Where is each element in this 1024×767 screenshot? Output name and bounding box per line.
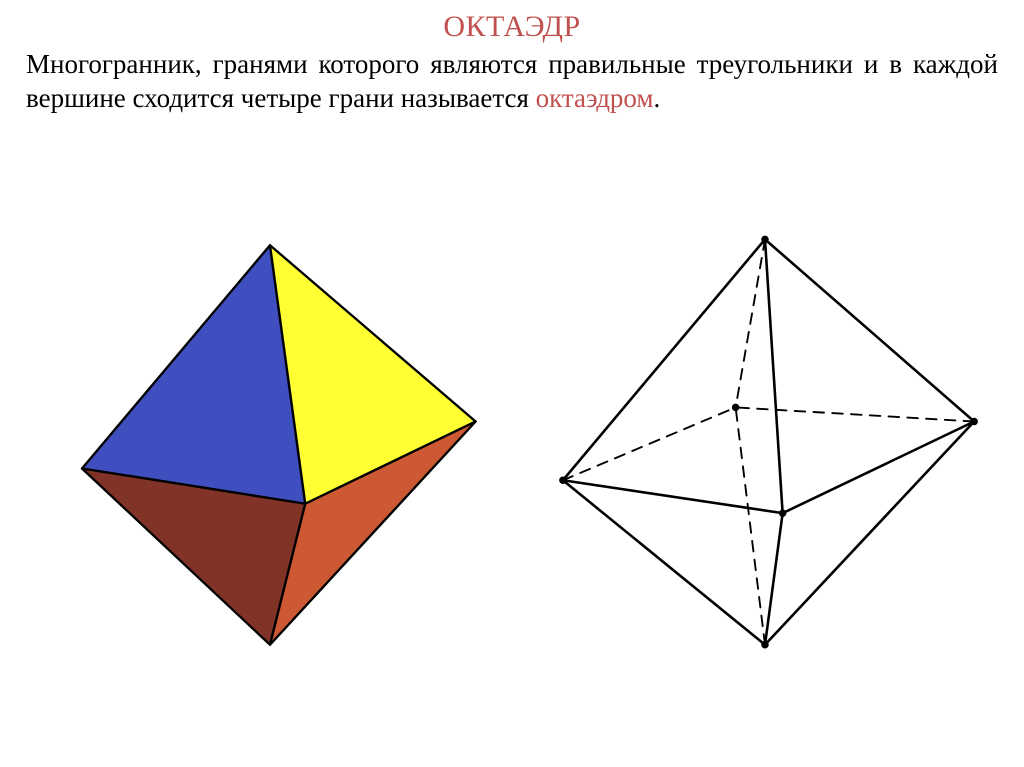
- wireframe-octahedron: [520, 210, 1010, 680]
- page-title: ОКТАЭДР: [20, 10, 1004, 44]
- slide: ОКТАЭДР Многогранник, гранями которого я…: [0, 0, 1024, 767]
- definition-text-1: Многогранник, гранями которого являются …: [26, 49, 998, 113]
- definition-text-2: .: [654, 83, 661, 113]
- definition-paragraph: Многогранник, гранями которого являются …: [26, 48, 998, 116]
- solid-octahedron-svg: [35, 210, 505, 680]
- wire-octahedron-svg: [520, 210, 1010, 680]
- figures-row: [0, 200, 1024, 760]
- solid-octahedron: [35, 210, 505, 680]
- definition-accent: октаэдром: [536, 83, 654, 113]
